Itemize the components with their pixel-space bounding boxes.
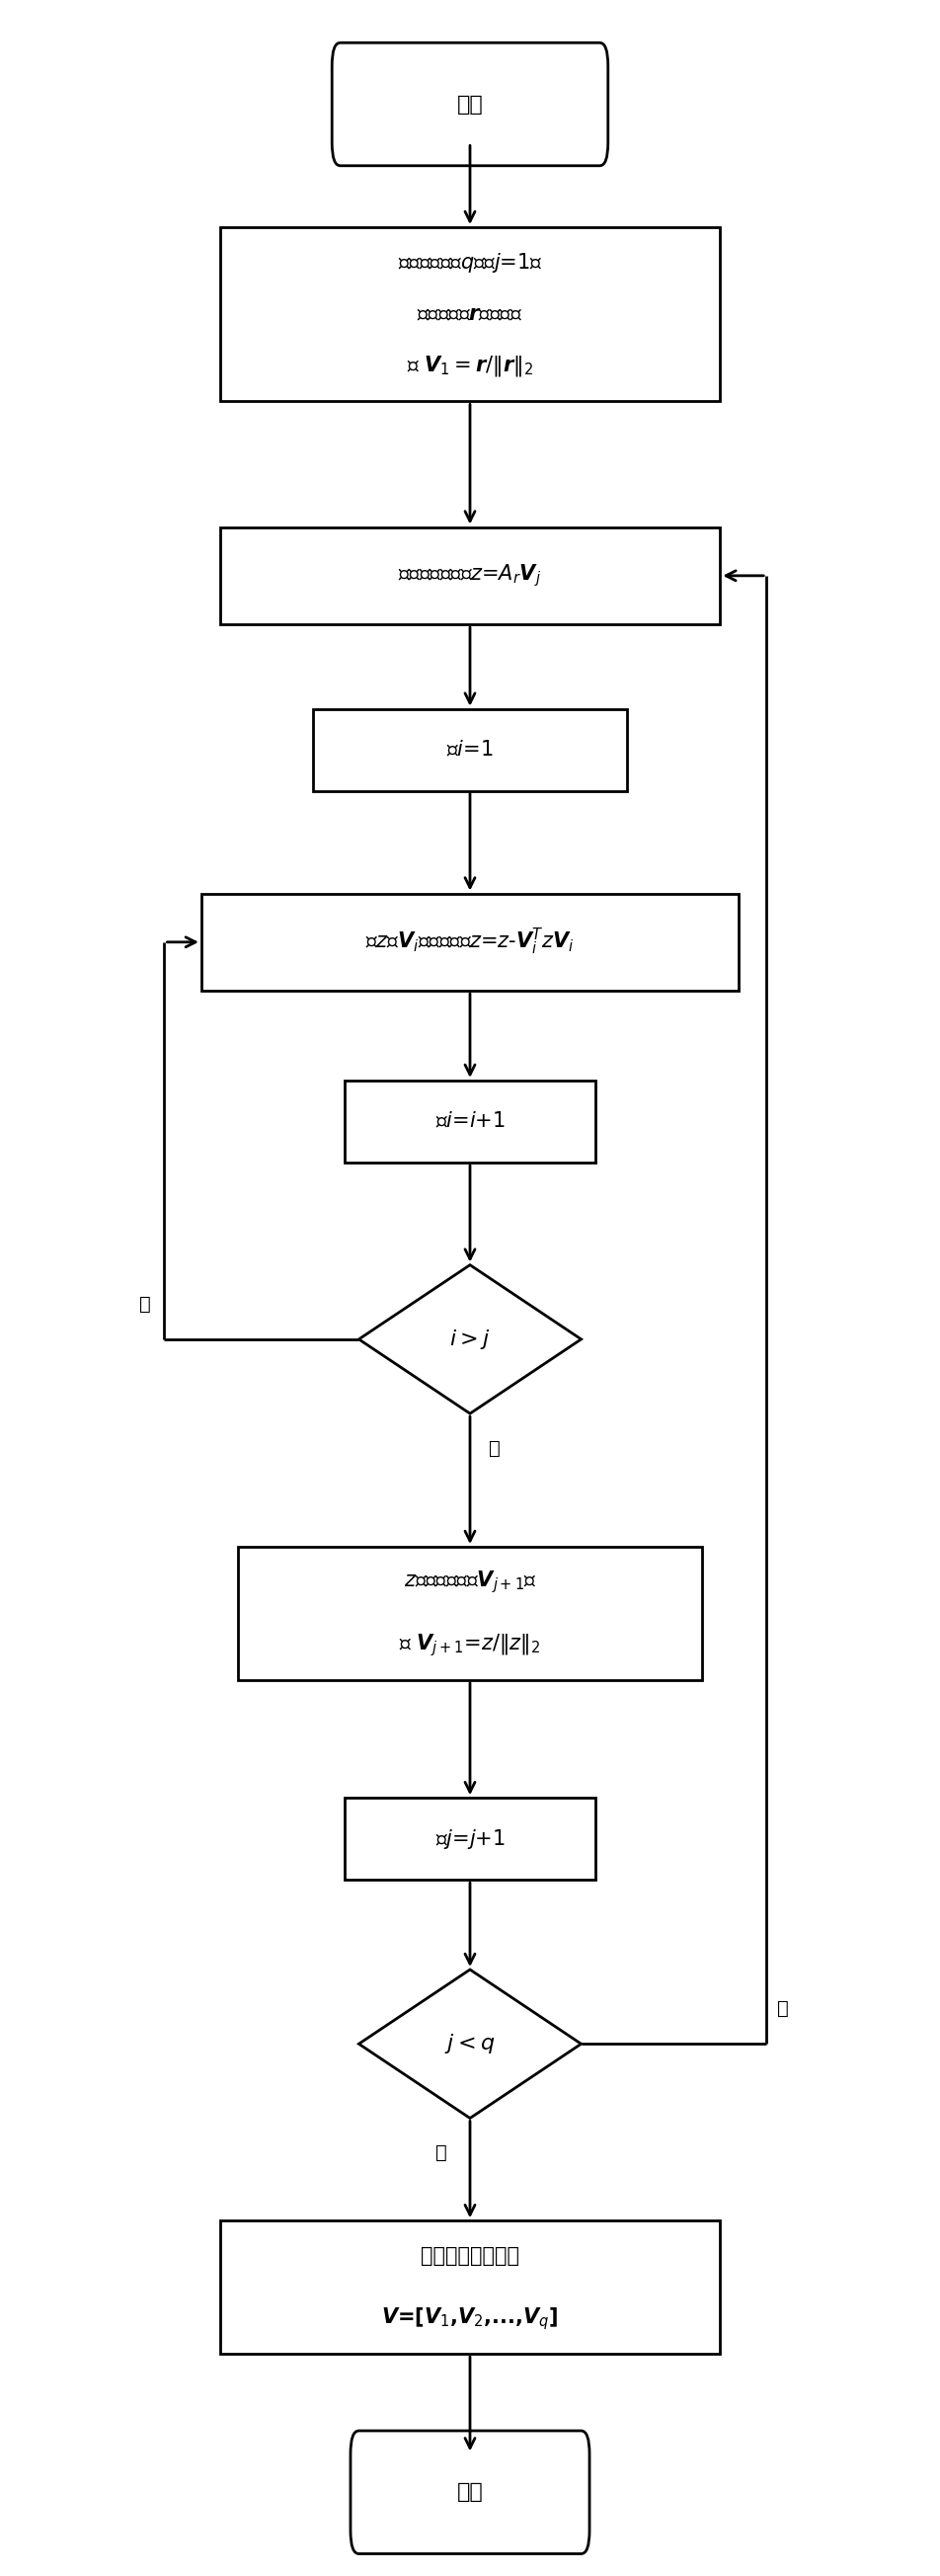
Bar	[220, 2221, 720, 2354]
Text: 是: 是	[777, 1999, 789, 2017]
Polygon shape	[359, 1265, 581, 1414]
Text: 计算基底列向量$z$=$A_r$$\boldsymbol{V}_j$: 计算基底列向量$z$=$A_r$$\boldsymbol{V}_j$	[399, 562, 541, 590]
Text: $i > j$: $i > j$	[449, 1327, 491, 1350]
Text: 将$z$与$\boldsymbol{V}_i$正交化，即$z$=$z$-$\boldsymbol{V}_i^T$$z$$\boldsymbol{V}_i$: 将$z$与$\boldsymbol{V}_i$正交化，即$z$=$z$-$\bo…	[366, 927, 574, 958]
Bar	[345, 1079, 595, 1162]
Text: $\boldsymbol{V}$=[$\boldsymbol{V}_1$,$\boldsymbol{V}_2$,...,$\boldsymbol{V}_q$]: $\boldsymbol{V}$=[$\boldsymbol{V}_1$,$\b…	[382, 2306, 558, 2331]
Text: $z$单位化后作为$\boldsymbol{V}_{j+1}$，: $z$单位化后作为$\boldsymbol{V}_{j+1}$，	[403, 1569, 537, 1595]
Text: 即 $\boldsymbol{V}_1 = \boldsymbol{r}/\|\boldsymbol{r}\|_2$: 即 $\boldsymbol{V}_1 = \boldsymbol{r}/\|\…	[407, 353, 533, 379]
Bar	[345, 1798, 595, 1880]
Text: 否: 否	[435, 2143, 446, 2164]
Text: 开始: 开始	[457, 95, 483, 113]
Bar	[312, 708, 628, 791]
Text: $j < q$: $j < q$	[445, 2032, 495, 2056]
Text: 否: 否	[139, 1296, 150, 1314]
Bar	[201, 894, 739, 992]
Bar	[220, 227, 720, 402]
Text: 令$i$=$i$+1: 令$i$=$i$+1	[435, 1113, 505, 1131]
Text: 即 $\boldsymbol{V}_{j+1}$=$z$/$\|z\|_2$: 即 $\boldsymbol{V}_{j+1}$=$z$/$\|z\|_2$	[400, 1631, 540, 1659]
Bar	[239, 1546, 701, 1680]
Bar	[220, 528, 720, 623]
Text: 结束: 结束	[457, 2483, 483, 2501]
Text: 令$i$=1: 令$i$=1	[446, 739, 494, 760]
Text: 得到标准正交基底: 得到标准正交基底	[420, 2246, 520, 2264]
Text: 是: 是	[489, 1440, 500, 1458]
Text: 令$j$=$j$+1: 令$j$=$j$+1	[435, 1826, 505, 1850]
Text: 将起始向量$\boldsymbol{r}$单位化，: 将起始向量$\boldsymbol{r}$单位化，	[417, 304, 523, 325]
FancyBboxPatch shape	[332, 44, 608, 165]
FancyBboxPatch shape	[351, 2432, 589, 2553]
Polygon shape	[359, 1971, 581, 2117]
Text: 给定基底维数$q$，令$j$=1；: 给定基底维数$q$，令$j$=1；	[398, 252, 542, 276]
